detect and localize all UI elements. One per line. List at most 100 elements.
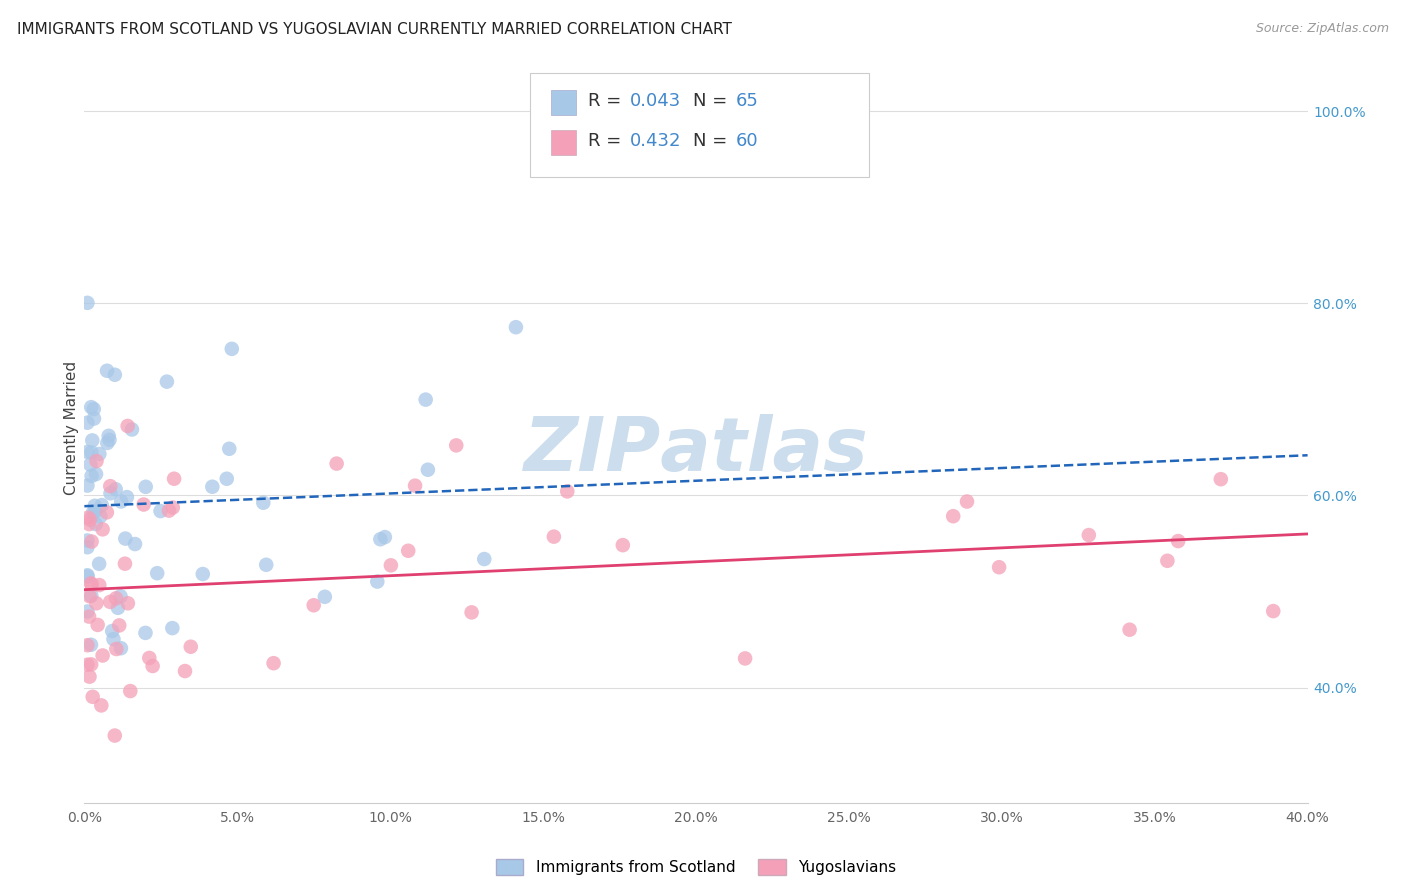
Point	[96, 364, 118, 378]
Point	[191, 567, 214, 582]
Point	[76, 296, 98, 310]
Point	[162, 621, 184, 635]
Point	[79, 458, 101, 472]
Point	[104, 729, 127, 743]
Point	[103, 632, 125, 646]
Point	[396, 543, 419, 558]
Point	[77, 609, 100, 624]
Point	[86, 596, 108, 610]
Point	[110, 641, 132, 656]
Point	[221, 342, 243, 356]
Text: R =: R =	[588, 92, 627, 110]
Point	[218, 442, 240, 456]
Point	[76, 540, 98, 554]
Point	[156, 375, 179, 389]
Point	[612, 538, 634, 552]
Point	[1167, 534, 1189, 549]
Point	[90, 698, 112, 713]
Point	[89, 578, 111, 592]
Point	[98, 595, 121, 609]
Point	[132, 498, 155, 512]
Point	[84, 467, 107, 481]
Point	[1077, 528, 1099, 542]
Point	[80, 445, 103, 459]
Point	[110, 494, 132, 508]
Point	[180, 640, 202, 654]
Point	[117, 419, 139, 434]
Point	[98, 479, 121, 493]
Point	[149, 504, 172, 518]
Point	[89, 509, 111, 524]
Point	[86, 618, 108, 632]
Point	[105, 642, 128, 657]
Point	[82, 506, 104, 520]
Text: R =: R =	[588, 132, 627, 150]
Point	[314, 590, 336, 604]
Point	[86, 454, 108, 468]
Point	[110, 590, 132, 604]
Point	[100, 486, 122, 500]
Point	[115, 490, 138, 504]
Point	[988, 560, 1011, 574]
Point	[263, 656, 285, 670]
Point	[96, 505, 118, 519]
Point	[107, 600, 129, 615]
Point	[91, 522, 114, 536]
Point	[415, 392, 437, 407]
Point	[105, 591, 128, 606]
Point	[302, 599, 325, 613]
Point	[76, 568, 98, 582]
Point	[201, 480, 224, 494]
Point	[1209, 472, 1232, 486]
Text: ZIP​atlas: ZIP​atlas	[523, 414, 869, 487]
Point	[89, 557, 111, 571]
Point	[543, 530, 565, 544]
Point	[174, 664, 197, 678]
Point	[162, 500, 184, 515]
Y-axis label: Currently Married: Currently Married	[63, 361, 79, 495]
Point	[76, 478, 98, 492]
Point	[956, 494, 979, 508]
Point	[76, 638, 98, 652]
Point	[84, 516, 107, 531]
Point	[108, 618, 131, 632]
Point	[121, 423, 143, 437]
Point	[80, 400, 103, 414]
Point	[101, 624, 124, 638]
Text: 0.432: 0.432	[630, 132, 682, 150]
Point	[76, 416, 98, 430]
Point	[79, 670, 101, 684]
Point	[134, 626, 156, 640]
Point	[76, 657, 98, 672]
Point	[416, 463, 439, 477]
Point	[157, 503, 180, 517]
Point	[1118, 623, 1140, 637]
Point	[80, 469, 103, 483]
Point	[254, 558, 277, 572]
Point	[82, 434, 104, 448]
Point	[374, 530, 396, 544]
Point	[472, 552, 495, 566]
Point	[135, 480, 157, 494]
Point	[163, 472, 186, 486]
Point	[96, 436, 118, 450]
Text: 65: 65	[735, 92, 758, 110]
Point	[79, 513, 101, 527]
Point	[80, 638, 103, 652]
Point	[366, 574, 388, 589]
Point	[114, 557, 136, 571]
Point	[80, 657, 103, 672]
Point	[114, 532, 136, 546]
Point	[84, 504, 107, 518]
Text: N =: N =	[693, 132, 733, 150]
Text: IMMIGRANTS FROM SCOTLAND VS YUGOSLAVIAN CURRENTLY MARRIED CORRELATION CHART: IMMIGRANTS FROM SCOTLAND VS YUGOSLAVIAN …	[17, 22, 731, 37]
Point	[252, 496, 274, 510]
Text: Source: ZipAtlas.com: Source: ZipAtlas.com	[1256, 22, 1389, 36]
Point	[460, 606, 482, 620]
Point	[83, 499, 105, 513]
Point	[942, 509, 965, 524]
Point	[104, 482, 127, 496]
Point	[104, 368, 127, 382]
Point	[446, 438, 468, 452]
Point	[90, 498, 112, 512]
